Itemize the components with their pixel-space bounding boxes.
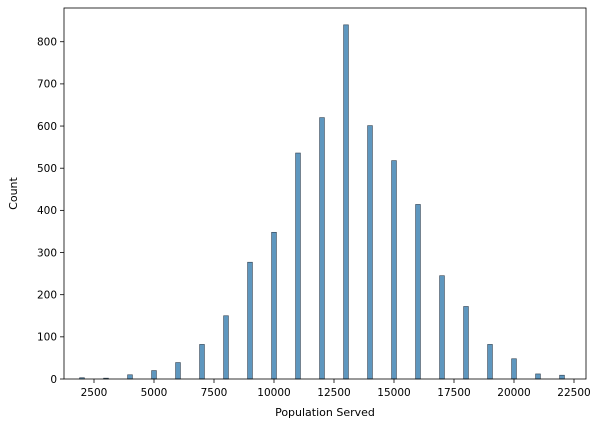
y-tick-label: 700 xyxy=(37,79,57,91)
y-tick-label: 0 xyxy=(50,374,57,386)
x-tick-label: 7500 xyxy=(201,387,228,399)
histogram-bar xyxy=(535,373,541,380)
plot-frame xyxy=(63,7,587,380)
histogram-bar xyxy=(415,204,421,380)
histogram-bar xyxy=(247,261,253,380)
histogram-bar xyxy=(175,362,181,380)
x-axis-label: Population Served xyxy=(275,406,375,419)
y-axis-label: Count xyxy=(7,176,20,209)
x-tick-label: 10000 xyxy=(257,387,290,399)
x-tick-label: 22500 xyxy=(557,387,590,399)
histogram-bar xyxy=(343,24,349,380)
y-tick-label: 200 xyxy=(37,289,57,301)
histogram-bar xyxy=(559,374,565,380)
x-tick-label: 15000 xyxy=(377,387,410,399)
y-axis-ticks: 0 100 200 300 400 500 600 700 800 xyxy=(37,37,64,386)
histogram-bar xyxy=(367,125,373,380)
histogram-bar xyxy=(223,315,229,380)
histogram-bar xyxy=(271,231,277,380)
histogram-bar xyxy=(439,275,445,380)
y-tick-label: 100 xyxy=(37,332,57,344)
y-tick-label: 600 xyxy=(37,121,57,133)
x-tick-label: 2500 xyxy=(81,387,108,399)
x-tick-label: 20000 xyxy=(497,387,530,399)
histogram-bar xyxy=(391,160,397,380)
y-tick-label: 300 xyxy=(37,247,57,259)
plot-area xyxy=(79,24,565,380)
x-axis-ticks: 2500 5000 7500 10000 12500 15000 17500 20000 225… xyxy=(81,379,591,399)
histogram-bar xyxy=(199,344,205,380)
y-tick-label: 500 xyxy=(37,163,57,175)
histogram-bar xyxy=(295,152,301,380)
x-tick-label: 12500 xyxy=(317,387,350,399)
histogram-bar xyxy=(463,306,469,380)
x-tick-label: 17500 xyxy=(437,387,470,399)
histogram-bar xyxy=(151,370,157,380)
histogram-bar xyxy=(127,374,133,380)
histogram-bar xyxy=(487,344,493,380)
y-tick-label: 800 xyxy=(37,37,57,49)
histogram-bar xyxy=(511,358,517,380)
x-tick-label: 5000 xyxy=(141,387,168,399)
histogram-bar xyxy=(319,117,325,380)
y-tick-label: 400 xyxy=(37,205,57,217)
